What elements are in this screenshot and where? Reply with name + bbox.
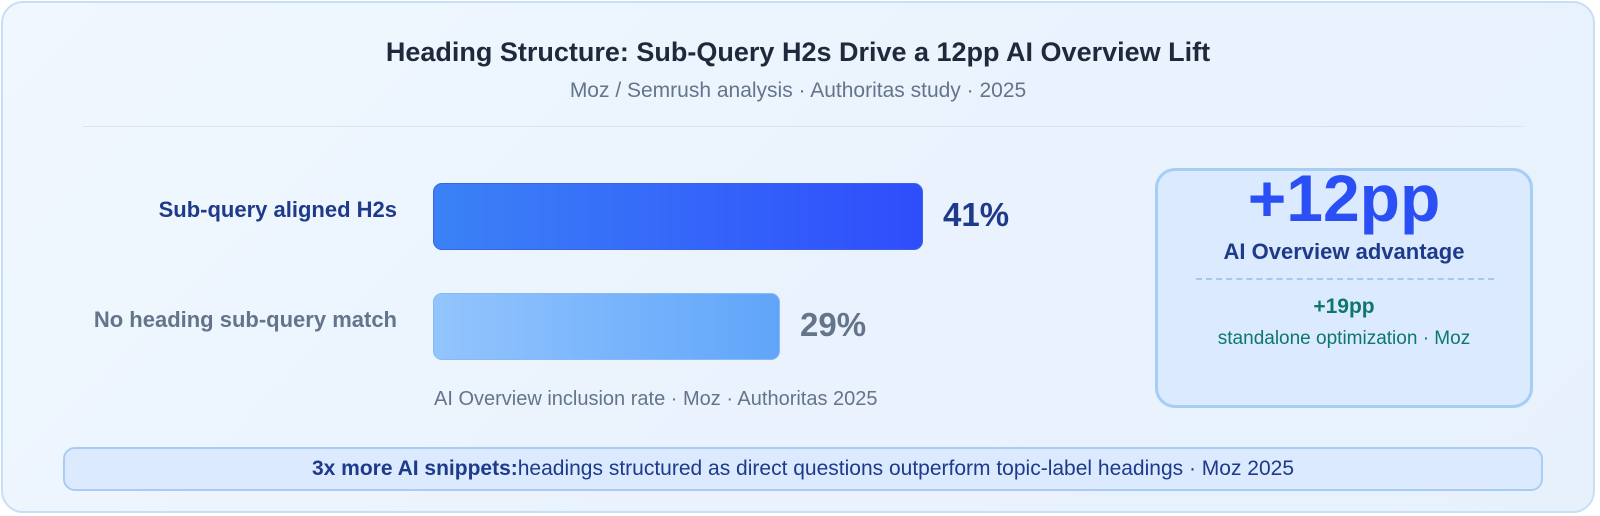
- chart-subtitle: Moz / Semrush analysis · Authoritas stud…: [569, 79, 1027, 102]
- bar-no-match: [433, 293, 780, 360]
- bar-value-sub-query-aligned: 41%: [943, 196, 1010, 233]
- footer-highlight: 3x more AI snippets:: [311, 457, 518, 480]
- bar-label-no-match: No heading sub-query match: [93, 307, 397, 332]
- bar-sub-query-aligned: [433, 183, 923, 250]
- axis-label: AI Overview inclusion rate · Moz · Autho…: [434, 388, 878, 410]
- chart-title: Heading Structure: Sub-Query H2s Drive a…: [385, 37, 1211, 67]
- bar-label-sub-query-aligned: Sub-query aligned H2s: [158, 197, 397, 222]
- stat-value: +12pp: [1247, 161, 1441, 235]
- bar-value-no-match: 29%: [800, 306, 867, 343]
- stat-secondary-value: +19pp: [1313, 295, 1375, 318]
- stat-divider: [1196, 278, 1494, 280]
- header-divider: [83, 126, 1523, 127]
- footer-text: headings structured as direct questions …: [517, 457, 1295, 480]
- stat-caption: AI Overview advantage: [1223, 239, 1465, 264]
- footer-callout: 3x more AI snippets:headings structured …: [63, 447, 1543, 491]
- stat-callout: +12pp AI Overview advantage +19pp standa…: [1155, 161, 1533, 408]
- stat-secondary-caption: standalone optimization · Moz: [1217, 328, 1471, 349]
